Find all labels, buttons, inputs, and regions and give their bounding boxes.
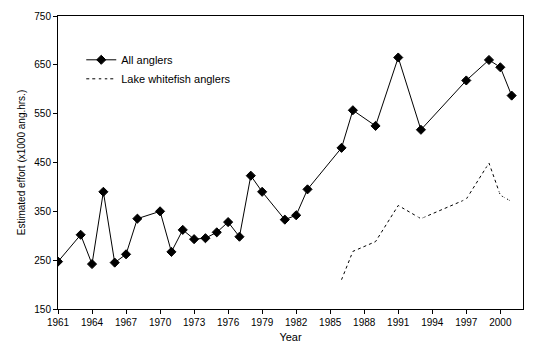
- svg-text:1979: 1979: [251, 317, 274, 328]
- svg-text:1994: 1994: [421, 317, 444, 328]
- svg-text:All anglers: All anglers: [121, 54, 173, 66]
- svg-text:150: 150: [34, 304, 51, 315]
- svg-text:Lake whitefish anglers: Lake whitefish anglers: [121, 73, 230, 85]
- svg-text:1976: 1976: [217, 317, 240, 328]
- svg-text:1970: 1970: [149, 317, 172, 328]
- svg-text:Year: Year: [279, 331, 302, 343]
- svg-text:1967: 1967: [115, 317, 138, 328]
- svg-text:1982: 1982: [285, 317, 308, 328]
- svg-text:1997: 1997: [455, 317, 478, 328]
- svg-text:550: 550: [34, 108, 51, 119]
- svg-text:1985: 1985: [319, 317, 342, 328]
- svg-text:2000: 2000: [489, 317, 512, 328]
- svg-text:1988: 1988: [353, 317, 376, 328]
- svg-text:250: 250: [34, 255, 51, 266]
- svg-text:750: 750: [34, 11, 51, 22]
- svg-text:350: 350: [34, 206, 51, 217]
- svg-text:1991: 1991: [387, 317, 410, 328]
- svg-text:1961: 1961: [47, 317, 70, 328]
- svg-text:450: 450: [34, 157, 51, 168]
- svg-text:Estimated effort (x1000 ang.hr: Estimated effort (x1000 ang.hrs.): [16, 90, 27, 235]
- svg-text:1964: 1964: [81, 317, 104, 328]
- svg-text:650: 650: [34, 59, 51, 70]
- svg-text:1973: 1973: [183, 317, 206, 328]
